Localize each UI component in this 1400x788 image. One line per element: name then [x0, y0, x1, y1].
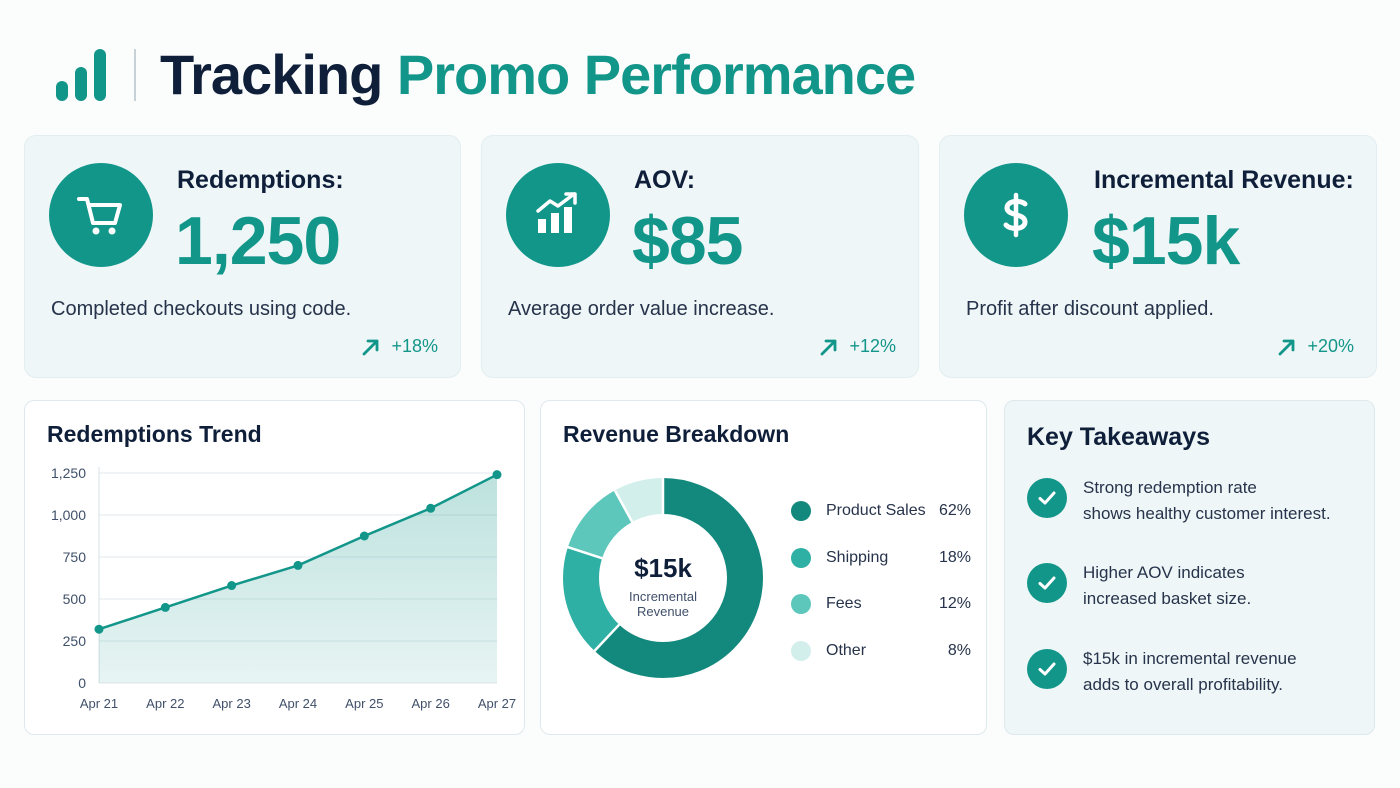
legend-value: 62% — [938, 502, 971, 519]
donut-center-label: Incremental — [629, 589, 697, 604]
takeaway-item: $15k in incremental revenue adds to over… — [1027, 646, 1367, 698]
slice-separator — [613, 488, 634, 524]
takeaway-line: adds to overall profitability. — [1083, 675, 1284, 694]
donut-center-label: Revenue — [637, 604, 689, 619]
kpi-change-value: +20% — [1307, 336, 1354, 356]
x-tick-label: Apr 22 — [146, 696, 184, 711]
legend-label: Other — [826, 641, 867, 659]
takeaway-line: shows healthy customer interest. — [1083, 504, 1331, 523]
kpi-description: Completed checkouts using code. — [51, 298, 352, 320]
takeaway-line: increased basket size. — [1083, 589, 1252, 608]
header-divider — [134, 49, 136, 101]
legend-item: Other 8% — [791, 640, 971, 662]
kpi-change-value: +18% — [391, 336, 438, 356]
x-tick-label: Apr 27 — [478, 696, 516, 711]
kpi-change: +20% — [1277, 336, 1354, 357]
kpi-value: 1,250 — [175, 203, 341, 279]
x-tick-label: Apr 25 — [345, 696, 383, 711]
legend-swatch — [791, 501, 811, 521]
title-part-2: Promo Performance — [396, 43, 916, 106]
kpi-change: +12% — [819, 336, 896, 357]
legend-value: 18% — [938, 548, 971, 566]
y-tick-label: 0 — [78, 675, 86, 691]
legend-swatch — [791, 547, 811, 568]
bar-chart-icon — [56, 49, 106, 101]
breakdown-title: Revenue Breakdown — [563, 421, 790, 447]
y-tick-label: 1,250 — [51, 465, 86, 481]
data-point — [94, 624, 104, 634]
check-circle-icon — [1027, 478, 1067, 518]
legend-label: Fees — [826, 595, 862, 612]
takeaway-item: Higher AOV indicates increased basket si… — [1027, 560, 1367, 612]
legend-item: Fees 12% — [791, 593, 971, 615]
legend-item: Shipping 18% — [791, 547, 971, 569]
takeaway-line: Strong redemption rate — [1083, 478, 1257, 497]
y-tick-label: 1,000 — [51, 507, 86, 523]
page-header: Tracking Promo Performance — [56, 40, 916, 110]
slice-separator — [566, 545, 604, 560]
area-fill — [99, 474, 497, 683]
donut-center-value: $15k — [634, 553, 692, 583]
trend-panel: Redemptions Trend 0 250 500 750 1,000 1,250 Ap… — [24, 400, 525, 735]
legend-label: Shipping — [826, 548, 889, 566]
dollar-icon — [964, 163, 1068, 267]
breakdown-panel: Revenue Breakdown $15k Incremental Revenue… — [540, 400, 987, 735]
data-point — [227, 581, 237, 591]
kpi-value: $15k — [1092, 203, 1240, 279]
y-tick-label: 250 — [63, 633, 87, 649]
page-title: Tracking Promo Performance — [160, 47, 916, 103]
trend-title: Redemptions Trend — [47, 421, 262, 447]
kpi-label: Redemptions: — [177, 166, 344, 194]
kpi-card-redemptions: Redemptions: 1,250 Completed checkouts u… — [24, 135, 461, 378]
title-part-1: Tracking — [160, 43, 383, 106]
takeaway-line: $15k in incremental revenue — [1083, 649, 1297, 668]
kpi-label: Incremental Revenue: — [1094, 166, 1354, 194]
data-point — [293, 560, 303, 570]
legend-value: 12% — [938, 595, 971, 612]
takeaway-item: Strong redemption rate shows healthy cus… — [1027, 475, 1367, 527]
x-tick-label: Apr 26 — [412, 696, 450, 711]
kpi-change: +18% — [361, 336, 438, 357]
donut-slice — [563, 478, 763, 678]
legend-label: Product Sales — [826, 502, 926, 519]
kpi-description: Average order value increase. — [508, 298, 775, 320]
arrow-up-right-icon — [363, 339, 379, 355]
takeaway-text: $15k in incremental revenue adds to over… — [1083, 646, 1297, 698]
legend-value: 8% — [947, 641, 971, 659]
x-tick-label: Apr 24 — [279, 696, 317, 711]
arrow-up-right-icon — [821, 339, 837, 355]
takeaway-text: Higher AOV indicates increased basket si… — [1083, 560, 1251, 612]
data-point — [359, 531, 369, 541]
data-point — [426, 503, 436, 513]
check-circle-icon — [1027, 563, 1067, 603]
legend-swatch — [791, 640, 811, 661]
data-point — [160, 602, 170, 612]
takeaways-title: Key Takeaways — [1027, 423, 1210, 451]
arrow-up-right-icon — [1279, 339, 1295, 355]
kpi-value: $85 — [632, 203, 743, 279]
check-circle-icon — [1027, 649, 1067, 689]
y-tick-label: 750 — [63, 549, 87, 565]
kpi-card-aov: AOV: $85 Average order value increase. +… — [481, 135, 919, 378]
takeaways-panel: Key Takeaways Strong redemption rate sho… — [1004, 400, 1375, 735]
x-tick-label: Apr 23 — [213, 696, 251, 711]
takeaway-line: Higher AOV indicates — [1083, 563, 1245, 582]
x-tick-label: Apr 21 — [80, 696, 118, 711]
trend-chart: 0 250 500 750 1,000 1,250 Apr 21 Apr 22 Apr 23 Ap… — [51, 465, 516, 711]
legend-swatch — [791, 594, 811, 614]
kpi-card-incremental-revenue: Incremental Revenue: $15k Profit after d… — [939, 135, 1377, 378]
kpi-change-value: +12% — [849, 336, 896, 356]
kpi-description: Profit after discount applied. — [966, 298, 1214, 320]
shopping-cart-icon — [49, 163, 153, 267]
legend-item: Product Sales 62% — [791, 500, 971, 522]
slice-separator — [592, 623, 621, 653]
rising-bar-chart-icon — [506, 163, 610, 267]
kpi-label: AOV: — [634, 166, 696, 194]
y-tick-label: 500 — [63, 591, 87, 607]
data-point — [492, 470, 502, 480]
takeaway-text: Strong redemption rate shows healthy cus… — [1083, 475, 1331, 527]
